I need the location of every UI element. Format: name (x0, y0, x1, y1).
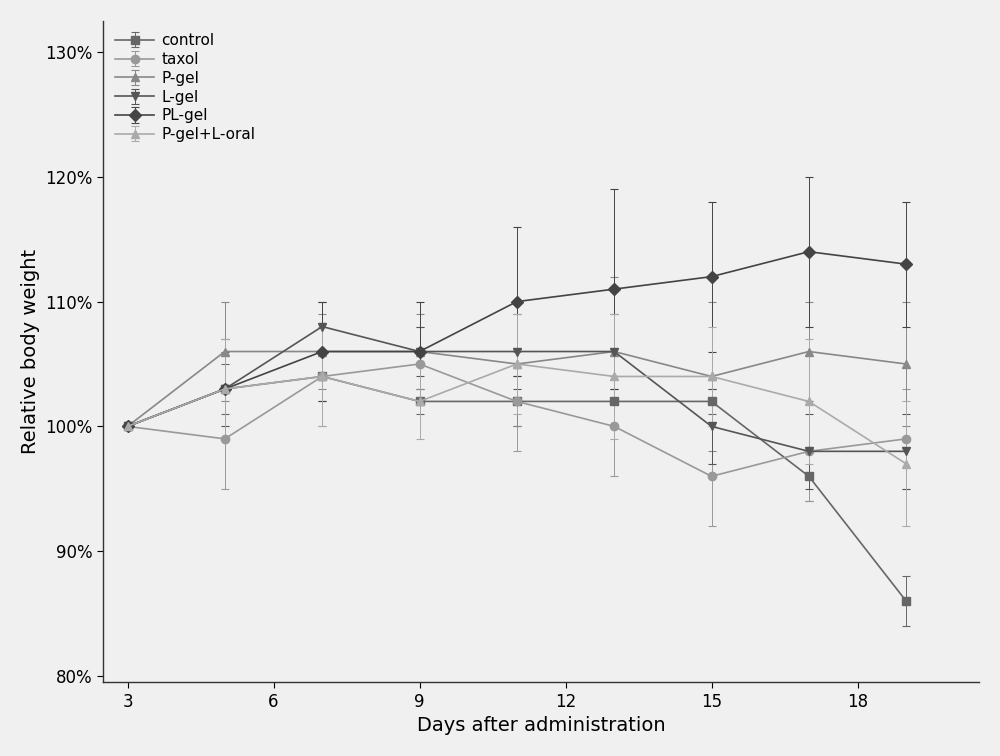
Legend: control, taxol, P-gel, L-gel, PL-gel, P-gel+L-oral: control, taxol, P-gel, L-gel, PL-gel, P-… (111, 29, 260, 147)
X-axis label: Days after administration: Days after administration (417, 716, 665, 735)
Y-axis label: Relative body weight: Relative body weight (21, 249, 40, 454)
